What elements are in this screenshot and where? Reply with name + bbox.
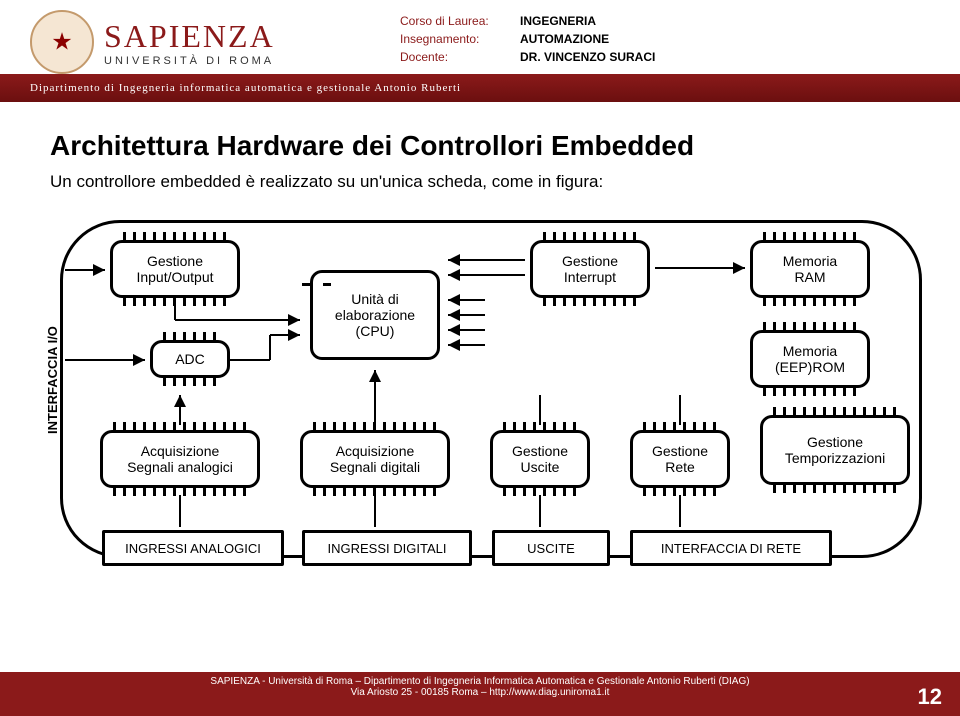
chip-cpu: Unità dielaborazione(CPU) [310, 270, 440, 360]
logo: SAPIENZA UNIVERSITÀ DI ROMA [30, 10, 275, 74]
label-nret: INTERFACCIA DI RETE [630, 530, 832, 566]
seal-icon [30, 10, 94, 74]
course-label: Corso di Laurea: [400, 12, 520, 30]
label-ain: INGRESSI ANALOGICI [102, 530, 284, 566]
footer-line2a: Via Ariosto 25 - 00185 Roma – [351, 687, 490, 698]
chip-out: GestioneUscite [490, 430, 590, 488]
teacher-val: DR. VINCENZO SURACI [520, 50, 655, 64]
chip-net: GestioneRete [630, 430, 730, 488]
subject-label: Insegnamento: [400, 30, 520, 48]
subject-val: AUTOMAZIONE [520, 32, 609, 46]
slide-footer: SAPIENZA - Università di Roma – Dipartim… [0, 672, 960, 716]
label-uout: USCITE [492, 530, 610, 566]
footer-line1: SAPIENZA - Università di Roma – Dipartim… [0, 676, 960, 687]
page-title: Architettura Hardware dei Controllori Em… [50, 130, 960, 162]
course-val: INGEGNERIA [520, 14, 596, 28]
logo-sub: UNIVERSITÀ DI ROMA [104, 55, 275, 67]
course-meta: Corso di Laurea:INGEGNERIA Insegnamento:… [400, 12, 655, 66]
chip-tmr: GestioneTemporizzazioni [760, 415, 910, 485]
footer-link[interactable]: http://www.diag.uniroma1.it [489, 687, 609, 698]
chip-adc: ADC [150, 340, 230, 378]
chip-ram: MemoriaRAM [750, 240, 870, 298]
io-interface-label: INTERFACCIA I/O [45, 310, 60, 450]
slide-header: SAPIENZA UNIVERSITÀ DI ROMA Corso di Lau… [0, 0, 960, 110]
chip-acq_a: AcquisizioneSegnali analogici [100, 430, 260, 488]
chip-acq_d: AcquisizioneSegnali digitali [300, 430, 450, 488]
page-number: 12 [918, 684, 942, 710]
chip-int: GestioneInterrupt [530, 240, 650, 298]
department-bar: Dipartimento di Ingegneria informatica a… [0, 74, 960, 102]
chip-rom: Memoria(EEP)ROM [750, 330, 870, 388]
teacher-label: Docente: [400, 48, 520, 66]
label-din: INGRESSI DIGITALI [302, 530, 472, 566]
architecture-diagram: INTERFACCIA I/O [30, 220, 930, 600]
page-subtitle: Un controllore embedded è realizzato su … [50, 172, 960, 192]
logo-main: SAPIENZA [104, 18, 275, 55]
chip-io: GestioneInput/Output [110, 240, 240, 298]
